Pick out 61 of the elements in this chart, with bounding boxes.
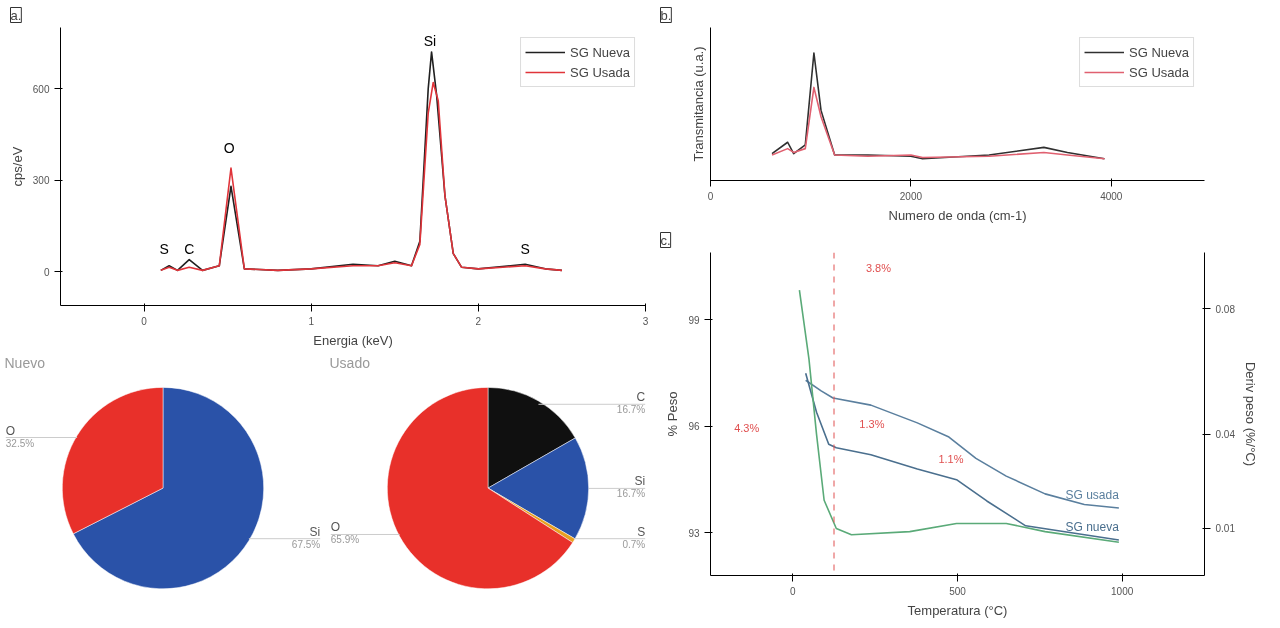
legend-label: SG Usada: [1129, 64, 1189, 80]
x-tick-label: 3: [642, 315, 649, 327]
annotation: 3.8%: [865, 261, 892, 274]
y2-axis-title: Deriv peso (%/°C): [1242, 361, 1258, 467]
x-tick-label: 1: [308, 315, 315, 327]
slice-label: O: [330, 520, 341, 535]
annotation: S: [520, 240, 530, 257]
y-axis-title: Transmitancia (u.a.): [690, 46, 706, 162]
y-axis-title: cps/eV: [9, 146, 25, 187]
legend-label: SG Nueva: [1129, 44, 1189, 60]
line-series: [804, 379, 1120, 509]
annotation: S: [159, 240, 169, 257]
x-tick-label: 4000: [1100, 190, 1123, 202]
x-axis-title: Energia (keV): [313, 332, 393, 348]
x-tick-label: 2: [475, 315, 482, 327]
y-tick-label: 300: [32, 175, 50, 187]
annotation: 1.3%: [859, 417, 885, 430]
y-tick-label: 0: [43, 266, 50, 278]
y-tick-label: 96: [688, 421, 700, 433]
annotation: C: [184, 240, 195, 257]
slice-label: S: [637, 524, 646, 539]
slice-label: Si: [309, 524, 321, 539]
x-tick-label: 0: [790, 585, 797, 597]
y2-tick-label: 0.08: [1215, 303, 1236, 315]
data-label: 65.9%: [330, 534, 360, 546]
data-label: 0.7%: [622, 538, 646, 550]
annotation: Si: [423, 32, 437, 49]
series-label: SG usada: [1065, 488, 1120, 503]
annotation: 1.1%: [938, 453, 964, 466]
chart-title: Nuevo: [4, 354, 46, 371]
series-label: SG nueva: [1065, 520, 1120, 535]
chart-title: Usado: [329, 354, 371, 371]
annotation: 4.3%: [734, 421, 760, 434]
line-series: [798, 289, 1120, 544]
x-tick-label: 1000: [1111, 585, 1134, 597]
data-label: 32.5%: [5, 437, 35, 449]
slice-label: C: [636, 390, 646, 405]
data-label: 67.5%: [291, 538, 321, 550]
y2-tick-label: 0.04: [1215, 429, 1236, 441]
y-tick-label: 93: [688, 527, 700, 539]
y-tick-label: 600: [32, 83, 50, 95]
text: a.: [10, 7, 22, 23]
text: b.: [660, 7, 672, 23]
y2-tick-label: 0.01: [1215, 523, 1236, 535]
x-tick-label: 2000: [899, 190, 923, 202]
y-tick-label: 99: [688, 314, 700, 326]
line-series: [804, 372, 1120, 541]
data-label: 16.7%: [616, 404, 646, 416]
slice-label: Si: [634, 474, 646, 489]
y-axis-title: % Peso: [665, 391, 681, 437]
x-axis-title: Temperatura (°C): [907, 602, 1008, 618]
legend-label: SG Usada: [570, 64, 630, 80]
text: c.: [660, 232, 671, 248]
x-tick-label: 0: [707, 190, 714, 202]
data-label: 16.7%: [616, 488, 646, 500]
annotation: O: [223, 139, 235, 156]
x-axis-title: Numero de onda (cm-1): [888, 207, 1027, 223]
x-tick-label: 0: [141, 315, 148, 327]
x-tick-label: 500: [949, 585, 967, 597]
legend-label: SG Nueva: [570, 44, 630, 60]
slice-label: O: [5, 423, 16, 438]
